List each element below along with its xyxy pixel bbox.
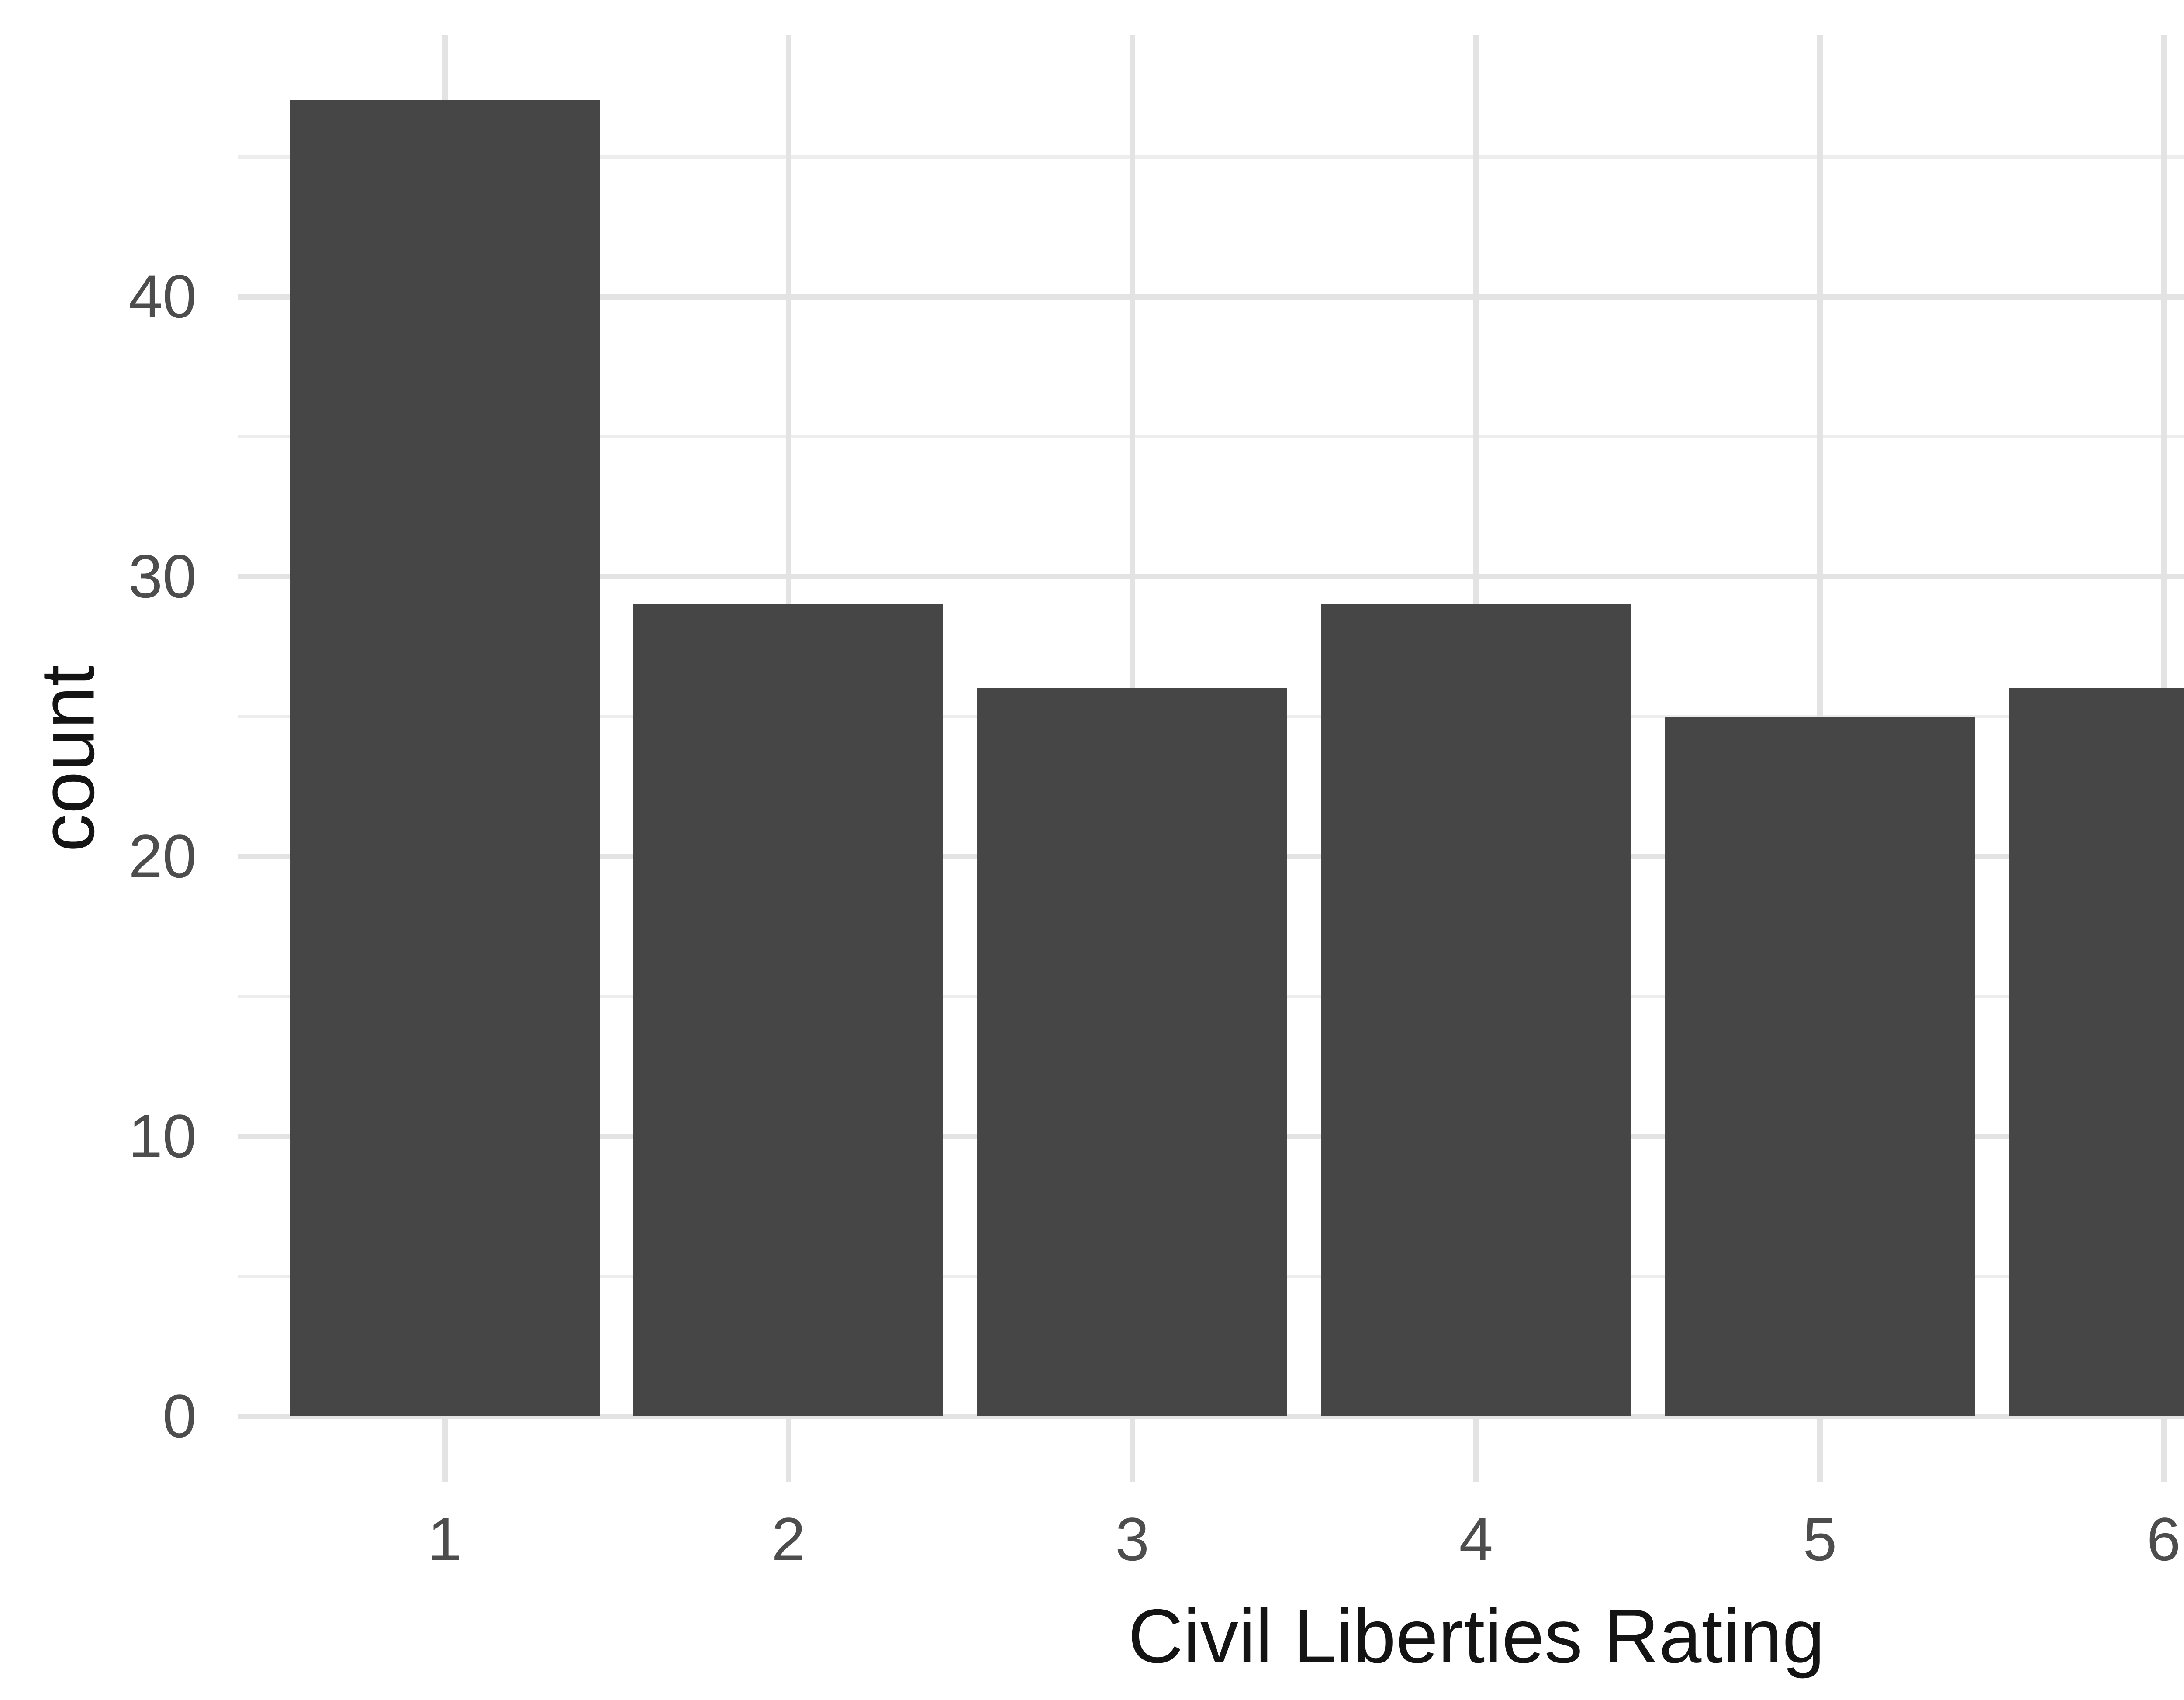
- bar-category-6: [2008, 688, 2184, 1416]
- minor-gridline-y-45: [238, 155, 2184, 159]
- major-gridline-y-40: [238, 294, 2184, 300]
- x-axis-title: Civil Liberties Rating: [1128, 1594, 1825, 1679]
- bar-category-2: [633, 604, 944, 1416]
- x-tick-label-2: 2: [771, 1505, 806, 1573]
- major-gridline-y-30: [238, 574, 2184, 579]
- y-axis-title: count: [25, 665, 111, 852]
- y-tick-label-10: 10: [128, 1102, 197, 1170]
- bar-category-1: [290, 100, 600, 1416]
- minor-gridline-y-35: [238, 435, 2184, 438]
- bar-category-3: [977, 688, 1288, 1416]
- x-tick-label-3: 3: [1115, 1505, 1150, 1573]
- y-tick-label-20: 20: [128, 822, 197, 890]
- x-tick-label-4: 4: [1459, 1505, 1493, 1573]
- bar-category-4: [1321, 604, 1631, 1416]
- x-tick-label-1: 1: [428, 1505, 462, 1573]
- x-tick-label-6: 6: [2146, 1505, 2181, 1573]
- plot-panel: [238, 35, 2184, 1482]
- bar-category-5: [1665, 716, 1975, 1416]
- y-tick-label-40: 40: [128, 262, 197, 331]
- x-tick-label-5: 5: [1803, 1505, 1837, 1573]
- y-tick-label-0: 0: [162, 1382, 197, 1450]
- y-tick-label-30: 30: [128, 542, 197, 610]
